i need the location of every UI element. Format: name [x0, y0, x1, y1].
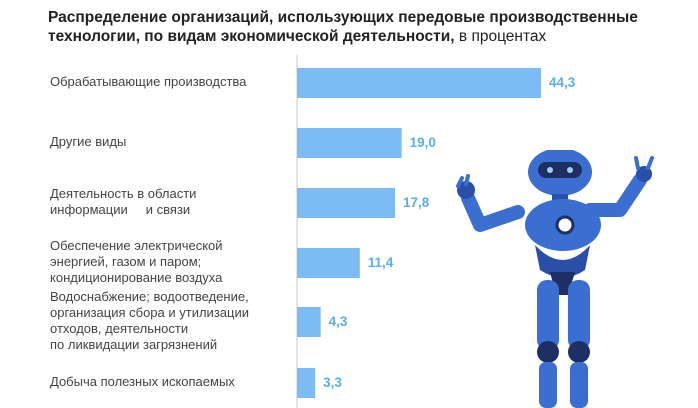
bar-0 — [297, 68, 541, 98]
category-label-2: Деятельность в области информации и связи — [50, 186, 197, 217]
value-label-2: 17,8 — [403, 195, 430, 210]
robot-left-arm — [456, 174, 525, 232]
robot-illustration — [456, 150, 654, 408]
category-label-4: Водоснабжение; водоотведение, организация… — [50, 289, 249, 352]
robot-legs — [537, 280, 590, 408]
category-label-3: Обеспечение электрической энергией, газом… — [50, 238, 223, 285]
value-label-5: 3,3 — [323, 375, 342, 390]
value-label-1: 19,0 — [409, 135, 436, 150]
robot-head — [528, 150, 592, 204]
robot-right-arm — [583, 156, 654, 217]
category-label-5: Добыча полезных ископаемых — [50, 374, 235, 389]
chart-title-unit: в процентах — [454, 28, 547, 45]
category-label-0: Обрабатывающие производства — [50, 74, 247, 89]
chart-title-bold: Распределение организаций, использующих … — [48, 9, 638, 45]
robot-torso — [525, 199, 601, 295]
bar-5 — [297, 368, 316, 398]
chart-title: Распределение организаций, использующих … — [48, 8, 668, 46]
bar-3 — [297, 248, 360, 278]
bar-4 — [297, 307, 321, 337]
category-label-1: Другие виды — [50, 134, 127, 149]
bar-1 — [297, 128, 402, 158]
value-label-3: 11,4 — [367, 255, 394, 270]
value-label-4: 4,3 — [328, 314, 348, 329]
value-label-0: 44,3 — [549, 75, 576, 90]
bar-2 — [297, 188, 396, 218]
